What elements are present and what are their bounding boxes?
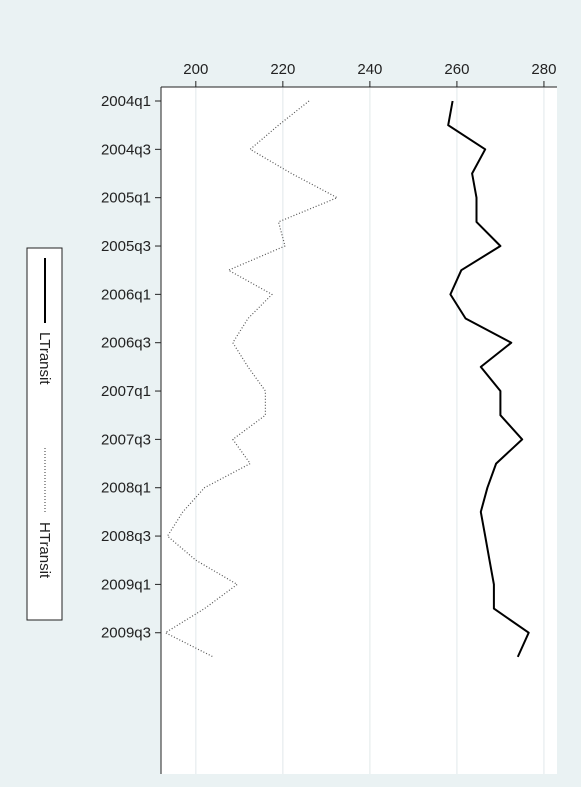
time-tick-label: 2004q1 <box>101 93 151 110</box>
time-tick-label: 2007q3 <box>101 431 151 448</box>
time-tick-label: 2005q1 <box>101 190 151 207</box>
time-tick-label: 2007q1 <box>101 383 151 400</box>
value-axis-ticks: 200 220 240 260 280 <box>183 61 556 87</box>
time-tick-label: 2008q3 <box>101 528 151 545</box>
time-tick-label: 2009q1 <box>101 576 151 593</box>
value-tick-label: 200 <box>183 61 208 78</box>
legend: LTransit HTransit <box>26 247 63 621</box>
value-tick-label: 240 <box>357 61 382 78</box>
legend-label-ltransit: LTransit <box>36 332 53 385</box>
legend-label-htransit: HTransit <box>36 522 53 579</box>
time-tick-label: 2005q3 <box>101 238 151 255</box>
series-line-ltransit <box>447 100 530 658</box>
grid-lines <box>195 87 545 774</box>
plot-area <box>161 87 557 774</box>
time-tick-label: 2006q1 <box>101 286 151 303</box>
time-tick-label: 2009q3 <box>101 625 151 642</box>
time-tick-label: 2006q3 <box>101 335 151 352</box>
value-tick-label: 260 <box>444 61 469 78</box>
series-layer <box>164 100 530 658</box>
time-axis-ticks: 2004q1 2004q3 2005q1 2005q3 2006q1 2006q3 2007… <box>101 93 161 642</box>
time-tick-label: 2004q3 <box>101 141 151 158</box>
time-tick-label: 2008q1 <box>101 480 151 497</box>
value-tick-label: 280 <box>531 61 556 78</box>
value-tick-label: 220 <box>270 61 295 78</box>
